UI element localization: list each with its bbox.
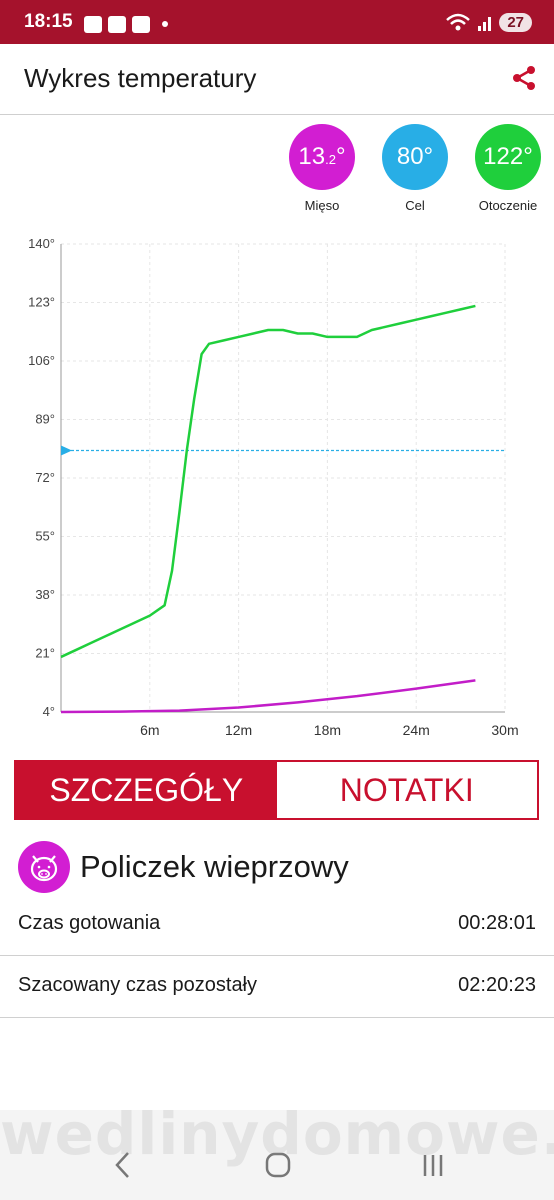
x-tick-label: 6m bbox=[140, 722, 159, 738]
x-tick-label: 18m bbox=[314, 722, 341, 738]
pig-icon bbox=[18, 841, 70, 893]
x-tick-label: 30m bbox=[491, 722, 518, 738]
notification-icons bbox=[84, 15, 168, 33]
y-tick-label: 21° bbox=[35, 646, 55, 661]
y-tick-label: 140° bbox=[28, 236, 55, 251]
remaining-time-label: Szacowany czas pozostały bbox=[18, 974, 258, 996]
product-name: Policzek wieprzowy bbox=[80, 849, 349, 884]
home-icon[interactable] bbox=[264, 1150, 294, 1180]
recents-icon[interactable] bbox=[420, 1150, 450, 1180]
remaining-time-value: 02:20:23 bbox=[458, 974, 536, 996]
status-bar: 18:15 27 bbox=[0, 0, 554, 44]
y-tick-label: 55° bbox=[35, 529, 55, 544]
x-tick-label: 12m bbox=[225, 722, 252, 738]
page-title: Wykres temperatury bbox=[24, 63, 257, 93]
battery-indicator: 27 bbox=[499, 12, 532, 32]
tab-details[interactable]: SZCZEGÓŁY bbox=[16, 762, 277, 818]
meat-series-line bbox=[60, 679, 476, 714]
meat-temp-unit: ° bbox=[335, 143, 346, 170]
detail-row-cooking-time: Czas gotowania 00:28:01 bbox=[0, 894, 554, 956]
y-tick-label: 38° bbox=[35, 587, 55, 602]
y-tick-label: 123° bbox=[28, 295, 55, 310]
back-icon[interactable] bbox=[113, 1150, 133, 1180]
meat-temp-gauge[interactable]: 13.2° bbox=[289, 124, 355, 190]
y-tick-label: 89° bbox=[35, 412, 55, 427]
target-temp-gauge[interactable]: 80° bbox=[382, 124, 448, 190]
meat-temp-value: 13 bbox=[298, 143, 326, 170]
y-tick-label: 106° bbox=[28, 353, 55, 368]
elephant-icon bbox=[108, 15, 126, 33]
temperature-gauges: 13.2° Mięso 80° Cel 122° Otoczenie bbox=[0, 124, 554, 224]
gallery-icon bbox=[84, 15, 102, 33]
status-time: 18:15 bbox=[24, 11, 73, 32]
ambient-temp-gauge[interactable]: 122° bbox=[475, 124, 541, 190]
tab-bar: SZCZEGÓŁY NOTATKI bbox=[14, 760, 539, 820]
y-tick-label: 72° bbox=[35, 470, 55, 485]
cooking-time-label: Czas gotowania bbox=[18, 912, 161, 934]
status-right: 27 bbox=[445, 12, 532, 32]
product-header: Policzek wieprzowy bbox=[18, 840, 349, 894]
detail-row-remaining-time: Szacowany czas pozostały 02:20:23 bbox=[0, 956, 554, 1018]
signal-icon bbox=[478, 17, 492, 31]
ambient-temp-value: 122 bbox=[483, 143, 524, 170]
meat-temp-decimal: .2 bbox=[325, 152, 336, 167]
target-temp-value: 80 bbox=[396, 143, 424, 170]
share-icon[interactable] bbox=[510, 64, 538, 92]
tab-notes[interactable]: NOTATKI bbox=[276, 762, 537, 818]
y-tick-label: 4° bbox=[43, 704, 55, 719]
bag-icon bbox=[132, 15, 150, 33]
temperature-chart: 4° 21° 38° 55° 72° 89° 106° 123° 140° 6m 12m 18m 24m… bbox=[28, 236, 519, 738]
target-marker bbox=[61, 445, 72, 456]
dot-icon bbox=[162, 21, 168, 27]
ambient-series-line bbox=[60, 304, 476, 659]
target-temp-unit: ° bbox=[423, 143, 434, 170]
system-nav-bar bbox=[0, 1110, 554, 1200]
watermark: wedlinydomowe.pl bbox=[0, 1100, 554, 1168]
app-bar: Wykres temperatury bbox=[0, 44, 554, 115]
cooking-time-value: 00:28:01 bbox=[458, 912, 536, 934]
meat-temp-label: Mięso bbox=[304, 198, 340, 213]
ambient-temp-label: Otoczenie bbox=[478, 198, 538, 213]
target-temp-label: Cel bbox=[405, 198, 425, 213]
wifi-icon bbox=[446, 13, 471, 31]
ambient-temp-unit: ° bbox=[523, 143, 533, 170]
x-tick-label: 24m bbox=[403, 722, 430, 738]
